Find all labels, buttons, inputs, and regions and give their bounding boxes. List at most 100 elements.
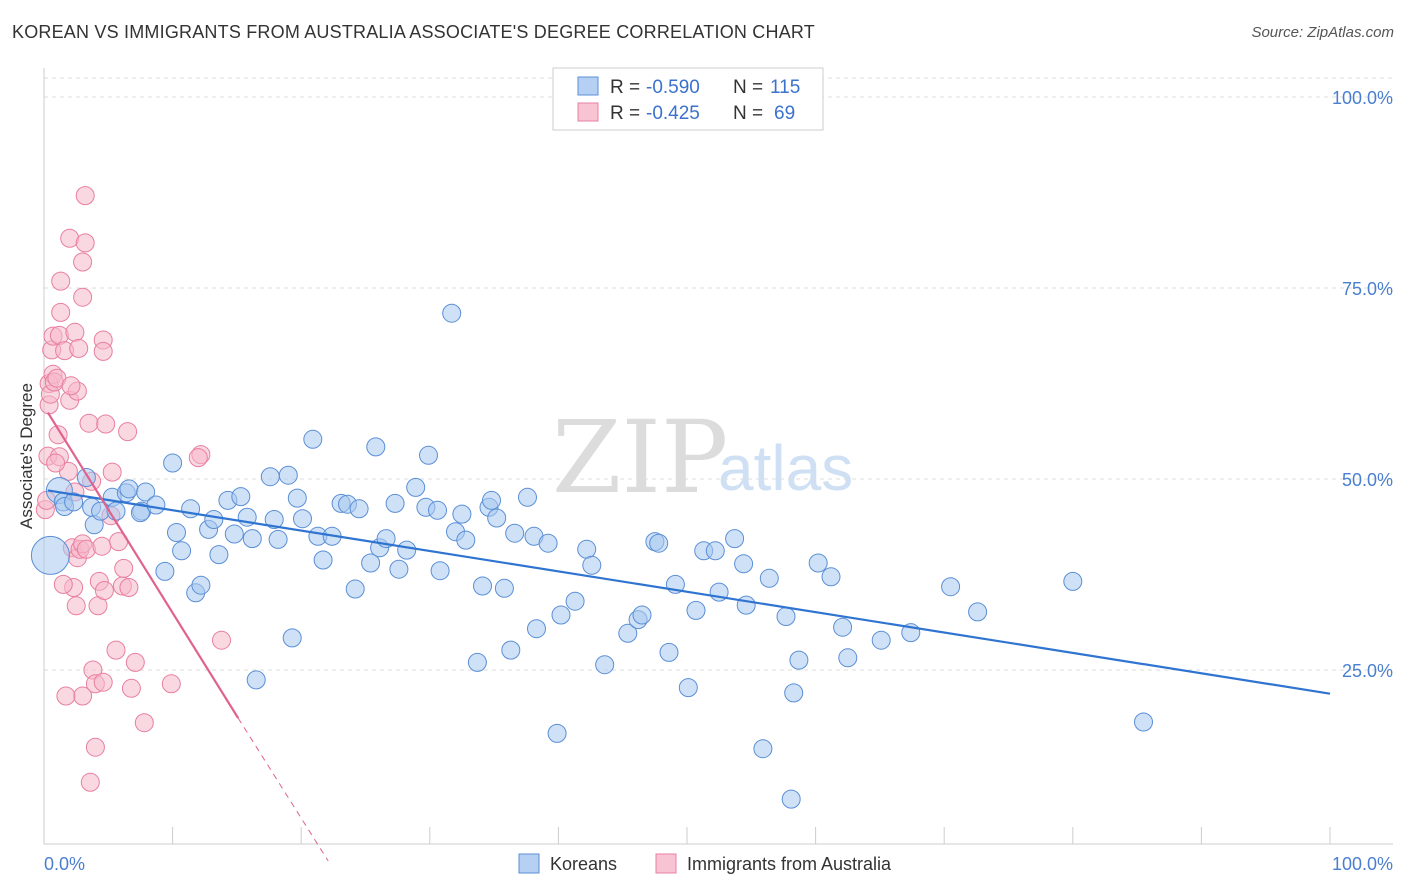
australia-point bbox=[51, 271, 71, 291]
korean-point bbox=[155, 561, 175, 581]
bottom-legend-swatch-koreans bbox=[518, 853, 540, 874]
korean-point bbox=[389, 559, 409, 579]
australia-point bbox=[85, 737, 105, 757]
korean-point bbox=[838, 648, 858, 668]
trend-line-australia-extension bbox=[237, 717, 329, 862]
korean-point bbox=[191, 575, 211, 595]
korean-point bbox=[136, 482, 156, 502]
korean-point bbox=[632, 605, 652, 625]
korean-point bbox=[209, 545, 229, 565]
legend-r-value-koreans: -0.590 bbox=[646, 77, 700, 98]
korean-point bbox=[547, 723, 567, 743]
watermark-atlas: atlas bbox=[718, 432, 853, 504]
korean-point bbox=[968, 602, 988, 622]
australia-point bbox=[212, 630, 231, 650]
australia-point bbox=[93, 341, 113, 361]
korean-point bbox=[303, 429, 323, 449]
korean-point bbox=[467, 652, 487, 672]
bottom-legend-label-australia: Immigrants from Australia bbox=[687, 854, 892, 874]
chart-title: KOREAN VS IMMIGRANTS FROM AUSTRALIA ASSO… bbox=[12, 22, 815, 42]
legend-swatch-australia bbox=[577, 102, 599, 122]
australia-point bbox=[121, 678, 141, 698]
australia-point bbox=[76, 539, 96, 559]
y-tick-label: 100.0% bbox=[1332, 88, 1393, 108]
australia-point bbox=[118, 422, 138, 442]
korean-point bbox=[30, 535, 70, 575]
korean-point bbox=[781, 789, 801, 809]
korean-point bbox=[282, 628, 302, 648]
korean-point bbox=[784, 683, 804, 703]
australia-point bbox=[119, 578, 139, 597]
gridlines bbox=[44, 77, 1393, 671]
legend-n-value-koreans: 115 bbox=[770, 77, 800, 98]
korean-point bbox=[538, 533, 558, 553]
korean-point bbox=[941, 577, 961, 597]
korean-point bbox=[659, 642, 679, 662]
korean-point bbox=[366, 437, 386, 457]
korean-point bbox=[595, 655, 615, 675]
australia-point bbox=[61, 376, 81, 396]
korean-point bbox=[349, 499, 369, 519]
korean-point bbox=[753, 739, 773, 759]
korean-point bbox=[725, 529, 745, 549]
korean-point bbox=[287, 488, 307, 508]
x-axis-ticks bbox=[43, 827, 1331, 844]
korean-point bbox=[734, 554, 754, 574]
korean-point bbox=[130, 503, 150, 523]
korean-point bbox=[776, 607, 796, 626]
australia-point bbox=[48, 425, 68, 445]
korean-point bbox=[419, 445, 438, 465]
korean-point bbox=[736, 595, 756, 615]
australia-point bbox=[188, 448, 208, 468]
trend-line-koreans bbox=[47, 489, 1331, 695]
bottom-legend-label-koreans: Koreans bbox=[550, 854, 617, 874]
legend-n-label-australia: N = bbox=[733, 103, 763, 124]
y-axis-title: Associate's Degree bbox=[17, 383, 36, 529]
korean-point bbox=[565, 591, 585, 611]
korean-point bbox=[397, 540, 417, 560]
korean-point bbox=[163, 453, 183, 473]
series-koreans-points bbox=[30, 303, 1153, 809]
watermark-zip: ZIP bbox=[552, 399, 728, 516]
y-tick-label: 25.0% bbox=[1342, 661, 1393, 681]
korean-point bbox=[551, 605, 571, 625]
korean-point bbox=[833, 617, 853, 637]
australia-point bbox=[79, 413, 99, 433]
australia-point bbox=[106, 640, 126, 660]
australia-point bbox=[46, 453, 66, 473]
australia-point bbox=[94, 581, 114, 600]
korean-point bbox=[1063, 571, 1083, 591]
korean-point bbox=[430, 561, 450, 581]
australia-point bbox=[93, 672, 113, 692]
korean-point bbox=[821, 567, 841, 587]
korean-point bbox=[64, 492, 84, 512]
australia-point bbox=[92, 536, 112, 556]
korean-point bbox=[759, 568, 779, 588]
korean-point bbox=[456, 530, 476, 550]
korean-point bbox=[582, 555, 602, 575]
korean-point bbox=[618, 623, 638, 643]
x-tick-label-max: 100.0% bbox=[1332, 854, 1393, 874]
korean-point bbox=[871, 630, 891, 650]
korean-point bbox=[649, 533, 669, 553]
australia-point bbox=[53, 574, 73, 594]
korean-point bbox=[505, 523, 525, 543]
korean-point bbox=[1134, 712, 1153, 732]
australia-point bbox=[73, 287, 93, 307]
korean-point bbox=[224, 524, 244, 544]
watermark: ZIP atlas bbox=[552, 399, 853, 516]
korean-point bbox=[146, 495, 166, 515]
australia-point bbox=[56, 686, 76, 706]
korean-point bbox=[482, 490, 501, 510]
korean-point bbox=[167, 523, 186, 542]
australia-point bbox=[114, 558, 134, 578]
legend-n-value-australia: 69 bbox=[774, 103, 795, 124]
korean-point bbox=[789, 650, 809, 670]
legend-swatch-koreans bbox=[577, 76, 599, 96]
australia-point bbox=[51, 302, 71, 322]
korean-point bbox=[494, 578, 514, 598]
korean-point bbox=[361, 553, 381, 573]
legend-r-label-koreans: R = bbox=[610, 77, 640, 98]
australia-point bbox=[75, 186, 95, 206]
